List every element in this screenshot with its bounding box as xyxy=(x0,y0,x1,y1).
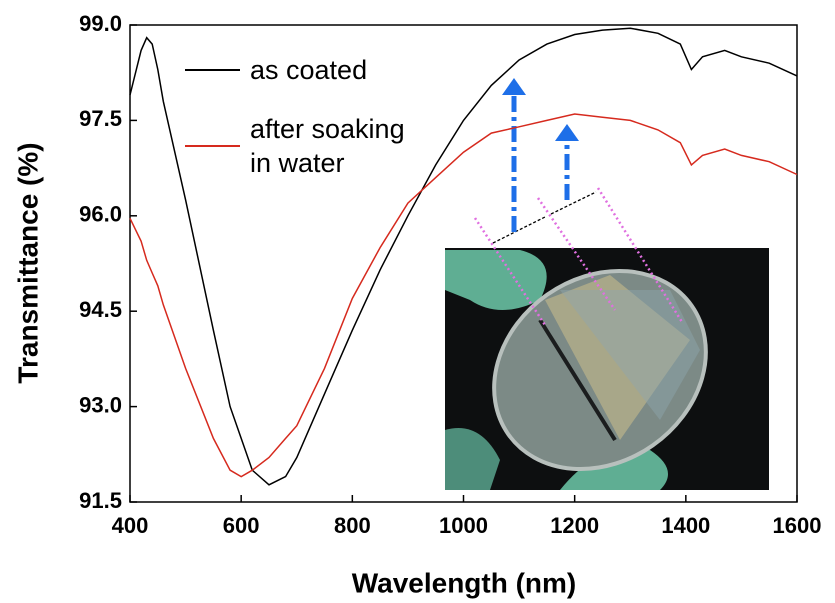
data-line xyxy=(129,27,798,486)
x-tick-label: 600 xyxy=(223,513,260,538)
annotation xyxy=(473,78,684,326)
y-tick-label: 96.0 xyxy=(79,202,122,227)
x-tick-label: 1400 xyxy=(661,513,710,538)
legend-label: as coated xyxy=(250,55,368,85)
x-tick-label: 1000 xyxy=(439,513,488,538)
x-tick-label: 400 xyxy=(112,513,149,538)
y-tick-label: 94.5 xyxy=(79,297,122,322)
y-tick-label: 93.0 xyxy=(79,392,122,417)
y-axis-label: Transmittance (%) xyxy=(12,142,43,383)
x-tick-label: 1600 xyxy=(773,513,822,538)
x-tick-label: 800 xyxy=(334,513,371,538)
x-tick-label: 1200 xyxy=(550,513,599,538)
y-tick-label: 99.0 xyxy=(79,11,122,36)
y-tick-label: 91.5 xyxy=(79,488,122,513)
inset-photo xyxy=(445,248,769,490)
y-tick-label: 97.5 xyxy=(79,106,122,131)
data-line xyxy=(129,113,798,478)
legend-label: after soaking in water xyxy=(250,114,405,178)
x-axis-label: Wavelength (nm) xyxy=(352,567,577,598)
